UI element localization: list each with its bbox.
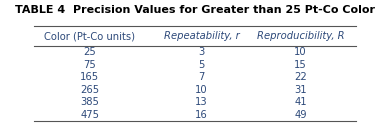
Text: 265: 265 — [80, 85, 99, 95]
Text: Color (Pt-Co units): Color (Pt-Co units) — [44, 31, 135, 41]
Text: 16: 16 — [195, 110, 208, 120]
Text: 3: 3 — [199, 47, 205, 57]
Text: 25: 25 — [83, 47, 96, 57]
Text: 475: 475 — [80, 110, 99, 120]
Text: 49: 49 — [294, 110, 307, 120]
Text: 10: 10 — [294, 47, 307, 57]
Text: TABLE 4  Precision Values for Greater than 25 Pt-Co Color: TABLE 4 Precision Values for Greater tha… — [15, 5, 375, 15]
Text: 13: 13 — [195, 97, 208, 107]
Text: 22: 22 — [294, 72, 307, 82]
Text: 7: 7 — [199, 72, 205, 82]
Text: 15: 15 — [294, 60, 307, 70]
Text: 385: 385 — [80, 97, 99, 107]
Text: 75: 75 — [83, 60, 96, 70]
Text: 165: 165 — [80, 72, 99, 82]
Text: 5: 5 — [199, 60, 205, 70]
Text: Reproducibility, R: Reproducibility, R — [257, 31, 344, 41]
Text: 10: 10 — [195, 85, 208, 95]
Text: Repeatability, r: Repeatability, r — [164, 31, 239, 41]
Text: 31: 31 — [294, 85, 307, 95]
Text: 41: 41 — [294, 97, 307, 107]
